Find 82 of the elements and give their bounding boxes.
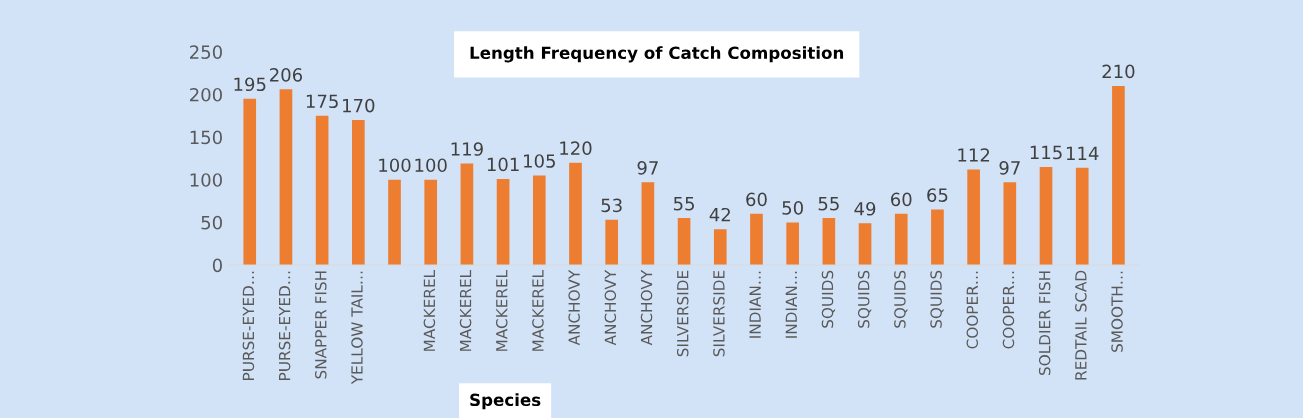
bar — [388, 179, 401, 266]
x-tick-label: SQUIDS — [857, 270, 872, 328]
x-tick-label: SOLDIER FISH — [1038, 271, 1051, 375]
x-tick-label: MACKEREL — [459, 269, 472, 351]
bar — [786, 222, 799, 266]
data-label: 114 — [1066, 146, 1099, 160]
x-tick-label: SNAPPER FISH — [315, 271, 327, 379]
data-label: 97 — [637, 160, 658, 175]
y-tick-label: 100 — [190, 173, 222, 187]
x-tick-label: SQUIDS — [821, 270, 836, 328]
chart-title: Length Frequency of Catch Composition — [470, 46, 844, 63]
x-tick-label: MACKEREL — [532, 269, 544, 351]
data-label: 175 — [306, 94, 338, 109]
x-tick-label: INDIAN… — [749, 271, 761, 338]
data-label: 101 — [487, 157, 519, 172]
data-label: 97 — [999, 160, 1020, 175]
data-label: 50 — [782, 201, 803, 215]
data-label: 100 — [415, 158, 447, 173]
y-tick-label: 0 — [212, 258, 222, 273]
data-label: 55 — [673, 197, 694, 211]
bar — [858, 223, 872, 266]
data-label: 120 — [560, 141, 592, 156]
x-tick-label: PURSE-EYED… — [242, 271, 255, 380]
bar — [822, 218, 836, 266]
bar — [569, 162, 582, 266]
bar — [894, 213, 908, 266]
bar — [424, 179, 438, 266]
bar — [605, 219, 619, 266]
y-tick-label: 50 — [201, 215, 222, 230]
data-label: 170 — [343, 98, 375, 113]
x-tick-label: SMOOTH… — [1111, 271, 1123, 352]
data-label: 206 — [270, 68, 303, 82]
bar — [1039, 166, 1053, 266]
bar — [243, 98, 257, 266]
y-tick-label: 200 — [190, 87, 222, 102]
bar — [460, 163, 474, 266]
data-label: 115 — [1030, 145, 1062, 160]
data-label: 195 — [234, 77, 266, 92]
data-label: 100 — [379, 158, 411, 173]
bar — [315, 115, 329, 266]
x-axis-title: Species — [470, 393, 541, 410]
x-tick-label: COOPER… — [966, 271, 979, 349]
bar — [1003, 182, 1017, 266]
y-tick-label: 150 — [190, 130, 222, 145]
data-label: 42 — [709, 207, 730, 222]
bar — [750, 213, 763, 266]
data-label: 210 — [1102, 64, 1135, 79]
data-label: 53 — [601, 198, 622, 213]
x-tick-label: ANCHOVY — [604, 269, 617, 346]
x-tick-label: SILVERSIDE — [676, 270, 689, 357]
x-tick-label: MACKEREL — [495, 269, 508, 351]
x-tick-label: ANCHOVY — [568, 269, 580, 346]
x-tick-label: ANCHOVY — [640, 269, 653, 346]
data-label: 60 — [891, 192, 912, 207]
data-label: 119 — [451, 142, 483, 156]
data-label: 105 — [524, 154, 555, 168]
data-label: 60 — [746, 192, 767, 207]
bar — [496, 178, 510, 266]
bar — [351, 120, 365, 266]
bar — [1112, 85, 1125, 266]
data-label: 112 — [958, 148, 990, 162]
bar — [967, 169, 980, 266]
x-tick-label: MACKEREL — [423, 269, 436, 351]
bar — [713, 229, 727, 266]
x-tick-label: YELLOW TAIL… — [351, 271, 363, 385]
bar — [279, 89, 293, 266]
bar — [677, 218, 691, 266]
x-tick-label: REDTAIL SCAD — [1075, 270, 1087, 380]
x-tick-label: COOPER… — [1002, 271, 1015, 349]
x-tick-label: PURSE-EYED… — [278, 271, 291, 380]
bar — [931, 209, 944, 266]
x-tick-label: INDIAN… — [785, 271, 797, 338]
x-tick-label: SQUIDS — [894, 270, 908, 328]
data-label: 55 — [818, 197, 839, 211]
x-tick-label: SILVERSIDE — [713, 270, 725, 357]
bar — [532, 175, 546, 266]
bar — [1075, 167, 1089, 266]
y-tick-label: 250 — [190, 45, 222, 59]
bar — [641, 182, 655, 266]
x-tick-label: SQUIDS — [930, 270, 944, 328]
data-label: 49 — [854, 201, 876, 216]
data-label: 65 — [927, 188, 948, 202]
